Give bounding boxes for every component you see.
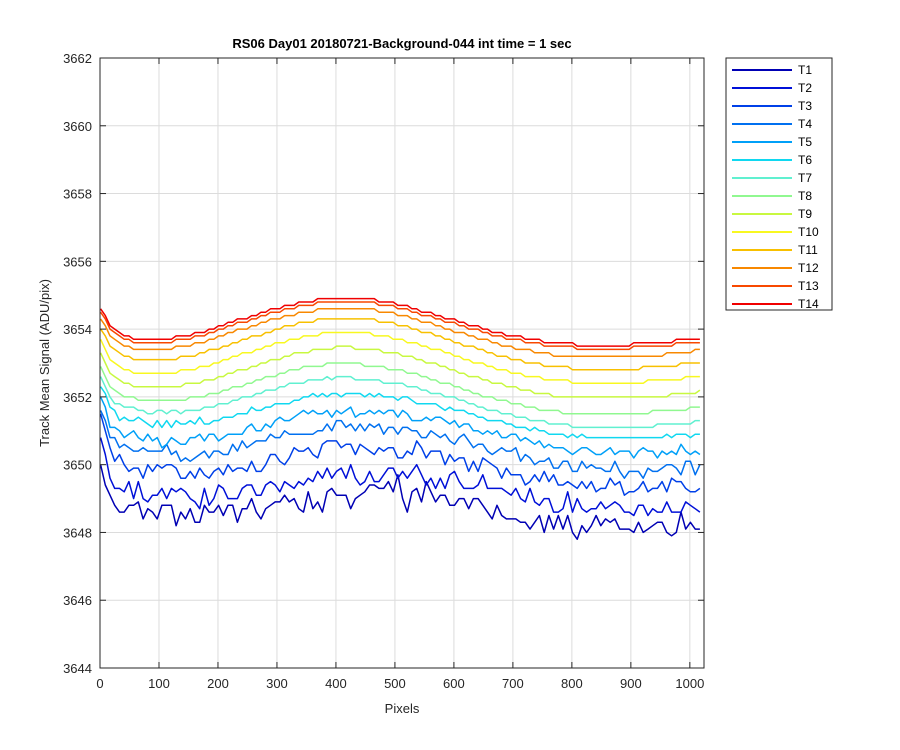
series-line-t5 (99, 396, 701, 459)
y-tick-label: 3648 (63, 525, 92, 540)
legend: T1 T2 T3 T4 T5 T6 T7 T8 T9 T10 T11 T12 T13 T14 (725, 57, 833, 311)
series-line-t9 (99, 345, 701, 398)
x-tick-label: 100 (148, 676, 170, 691)
y-tick-label: 3658 (63, 187, 92, 202)
x-tick-label: 200 (207, 676, 229, 691)
y-axis-label: Track Mean Signal (ADU/pix) (37, 279, 52, 447)
series-line-t1 (99, 464, 700, 540)
legend-label: T4 (798, 117, 812, 131)
legend-label: T13 (798, 279, 819, 293)
legend-label: T6 (798, 153, 812, 167)
axis-ticks: 0 100 200 300 400 500 600 700 800 900 1000 3644 3646… (63, 51, 704, 691)
legend-label: T9 (798, 207, 812, 221)
x-tick-label: 800 (561, 676, 583, 691)
legend-label: T1 (798, 63, 812, 77)
legend-label: T2 (798, 81, 812, 95)
legend-label: T12 (798, 261, 819, 275)
x-tick-label: 500 (384, 676, 406, 691)
x-tick-label: 300 (266, 676, 288, 691)
series-line-t2 (99, 437, 701, 517)
series-group (99, 297, 701, 540)
series-line-t3 (99, 413, 701, 496)
chart-title: RS06 Day01 20180721-Background-044 int t… (232, 36, 571, 51)
legend-label: T3 (798, 99, 812, 113)
x-tick-label: 700 (502, 676, 524, 691)
y-tick-label: 3652 (63, 390, 92, 405)
legend-label: T8 (798, 189, 812, 203)
series-line-t8 (99, 362, 700, 415)
x-tick-label: 900 (620, 676, 642, 691)
plot-area: 0 100 200 300 400 500 600 700 800 900 1000 3644 3646… (63, 51, 705, 691)
y-tick-label: 3660 (63, 119, 92, 134)
legend-label: T5 (798, 135, 812, 149)
y-tick-label: 3644 (63, 661, 92, 676)
series-line-t13 (99, 301, 700, 351)
series-line-t11 (99, 318, 700, 371)
legend-items: T1 T2 T3 T4 T5 T6 T7 T8 T9 T10 T11 T12 T13 T14 (732, 63, 819, 311)
series-line-t7 (99, 375, 700, 429)
series-line-t4 (99, 410, 701, 479)
x-tick-label: 1000 (675, 676, 704, 691)
y-tick-label: 3654 (63, 322, 92, 337)
x-tick-label: 400 (325, 676, 347, 691)
axes-background (100, 58, 704, 668)
series-line-t6 (99, 386, 700, 439)
legend-label: T7 (798, 171, 812, 185)
y-tick-label: 3646 (63, 593, 92, 608)
legend-label: T14 (798, 297, 819, 311)
x-tick-label: 0 (96, 676, 103, 691)
y-tick-label: 3650 (63, 458, 92, 473)
x-tick-label: 600 (443, 676, 465, 691)
legend-label: T11 (798, 243, 818, 257)
series-line-t10 (99, 331, 700, 385)
series-line-t14 (99, 297, 700, 347)
y-tick-label: 3656 (63, 254, 92, 269)
x-axis-label: Pixels (385, 701, 420, 716)
legend-label: T10 (798, 225, 819, 239)
y-tick-label: 3662 (63, 51, 92, 66)
series-line-t12 (99, 308, 700, 357)
axes-box (99, 57, 705, 669)
